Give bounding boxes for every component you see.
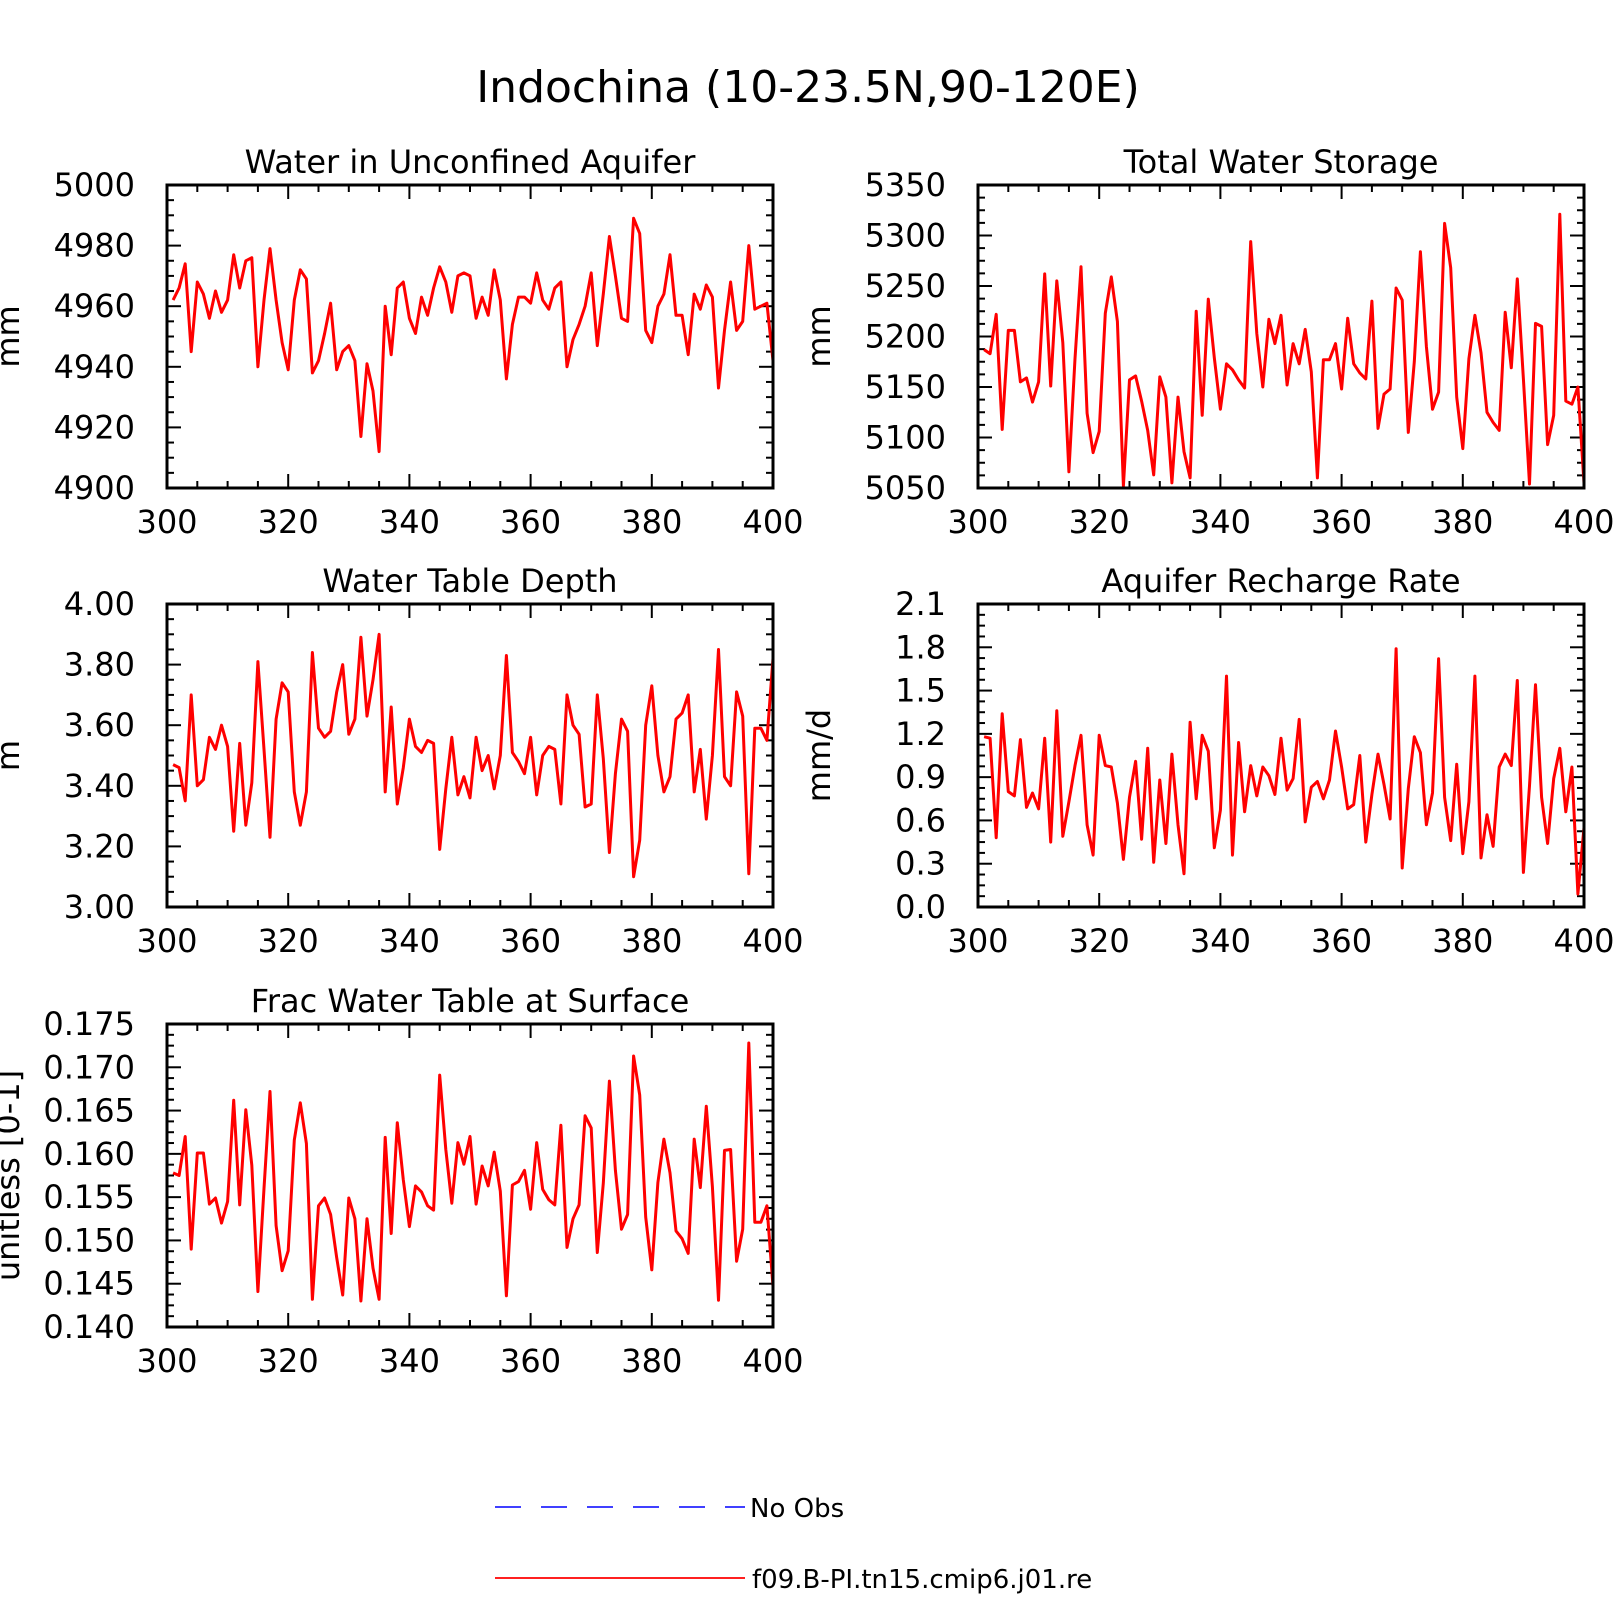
x-tick-label: 360 [500, 922, 561, 960]
x-tick-label: 380 [1432, 503, 1493, 541]
y-tick-label: 4960 [54, 287, 135, 325]
y-tick-label: 0.160 [43, 1135, 135, 1173]
y-tick-label: 0.165 [43, 1092, 135, 1130]
y-tick-label: 3.00 [64, 888, 135, 926]
legend-label-no-obs: No Obs [750, 1494, 844, 1524]
x-tick-label: 340 [379, 503, 440, 541]
plot-frame [165, 602, 775, 909]
series-line [983, 647, 1584, 896]
panel-title: Water Table Depth [322, 562, 617, 600]
x-tick-label: 400 [742, 1342, 803, 1380]
y-tick-label: 1.2 [895, 715, 946, 753]
y-axis-label: mm [0, 305, 27, 367]
x-tick-label: 380 [621, 1342, 682, 1380]
legend: No Obs f09.B-PI.tn15.cmip6.j01.re [495, 1494, 1092, 1595]
y-tick-label: 3.60 [64, 706, 135, 744]
plot-frame [976, 602, 1586, 909]
x-tick-label: 360 [1311, 503, 1372, 541]
x-tick-label: 400 [742, 922, 803, 960]
y-tick-label: 0.150 [43, 1221, 135, 1259]
y-tick-label: 1.8 [895, 628, 946, 666]
y-tick-label: 5200 [865, 318, 946, 356]
series-line [172, 632, 773, 879]
panel-3: Water Table Depth 300 320 340 360 380 400 3.00 3… [0, 562, 804, 960]
panel-title: Total Water Storage [1123, 143, 1439, 181]
panel-title: Aquifer Recharge Rate [1101, 562, 1460, 600]
y-tick-label: 4.00 [64, 585, 135, 623]
x-tick-label: 360 [1311, 922, 1372, 960]
x-tick-label: 400 [1553, 503, 1614, 541]
y-tick-label: 5100 [865, 419, 946, 457]
y-tick-label: 4980 [54, 227, 135, 265]
plot-frame [976, 183, 1586, 490]
x-tick-label: 300 [136, 503, 197, 541]
panel-1: Water in Unconfined Aquifer 300 320 340 360 3… [0, 143, 804, 541]
y-tick-label: 1.5 [895, 672, 946, 710]
x-tick-label: 340 [1190, 922, 1251, 960]
figure-title: Indochina (10-23.5N,90-120E) [476, 62, 1140, 113]
x-tick-label: 340 [379, 1342, 440, 1380]
y-tick-label: 5000 [54, 166, 135, 204]
y-axis-label: m [0, 740, 27, 771]
x-tick-label: 380 [1432, 922, 1493, 960]
y-tick-label: 3.20 [64, 827, 135, 865]
y-tick-label: 0.145 [43, 1265, 135, 1303]
x-tick-label: 360 [500, 1342, 561, 1380]
x-tick-label: 380 [621, 922, 682, 960]
y-tick-label: 4940 [54, 348, 135, 386]
plot-frame [165, 1022, 775, 1329]
panel-grid: Water in Unconfined Aquifer 300 320 340 360 3… [0, 143, 1615, 1380]
y-axis-label: mm/d [800, 709, 838, 802]
y-tick-label: 5350 [865, 166, 946, 204]
x-tick-label: 300 [947, 503, 1008, 541]
panel-2: Total Water Storage 300 320 340 360 380 400 505… [800, 143, 1615, 541]
x-tick-label: 380 [621, 503, 682, 541]
y-tick-label: 0.3 [895, 845, 946, 883]
x-tick-label: 360 [500, 503, 561, 541]
panel-5: Frac Water Table at Surface 300 320 340 360 3… [0, 982, 804, 1380]
x-tick-label: 320 [1069, 503, 1130, 541]
panel-4: Aquifer Recharge Rate 300 320 340 360 380 400 0… [800, 562, 1615, 960]
x-tick-label: 320 [258, 503, 319, 541]
y-tick-label: 0.6 [895, 801, 946, 839]
y-tick-label: 4900 [54, 469, 135, 507]
x-tick-label: 400 [1553, 922, 1614, 960]
y-tick-label: 0.170 [43, 1048, 135, 1086]
y-tick-label: 3.40 [64, 767, 135, 805]
y-tick-label: 0.9 [895, 758, 946, 796]
y-tick-label: 5050 [865, 469, 946, 507]
y-tick-label: 0.0 [895, 888, 946, 926]
series-line [983, 212, 1584, 488]
series-line [171, 216, 773, 454]
x-tick-label: 340 [379, 922, 440, 960]
plot-frame [165, 183, 775, 490]
x-tick-label: 400 [742, 503, 803, 541]
y-tick-label: 4920 [54, 408, 135, 446]
y-tick-label: 5250 [865, 267, 946, 305]
y-tick-label: 0.155 [43, 1178, 135, 1216]
y-tick-label: 5150 [865, 368, 946, 406]
x-tick-label: 340 [1190, 503, 1251, 541]
series-line [172, 1041, 773, 1303]
x-tick-label: 300 [136, 1342, 197, 1380]
x-tick-label: 300 [947, 922, 1008, 960]
y-tick-label: 2.1 [895, 585, 946, 623]
y-tick-label: 0.175 [43, 1005, 135, 1043]
x-tick-label: 320 [258, 922, 319, 960]
y-tick-label: 0.140 [43, 1308, 135, 1346]
y-axis-label: mm [800, 305, 838, 367]
x-tick-label: 300 [136, 922, 197, 960]
x-tick-label: 320 [258, 1342, 319, 1380]
panel-title: Frac Water Table at Surface [251, 982, 690, 1020]
y-tick-label: 5300 [865, 217, 946, 255]
y-axis-label: unitless [0-1] [0, 1070, 27, 1281]
y-tick-label: 3.80 [64, 646, 135, 684]
x-tick-label: 320 [1069, 922, 1130, 960]
legend-label-model: f09.B-PI.tn15.cmip6.j01.re [752, 1565, 1092, 1595]
panel-title: Water in Unconfined Aquifer [245, 143, 697, 181]
